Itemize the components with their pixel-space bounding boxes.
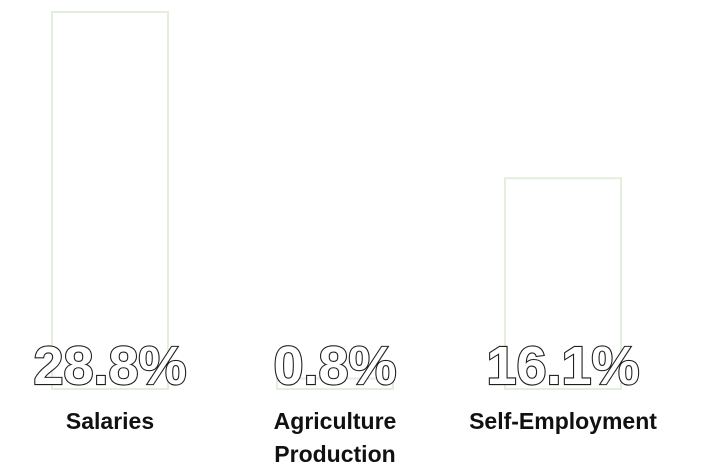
bar-0 bbox=[51, 11, 169, 390]
bar-2 bbox=[504, 177, 622, 390]
category-label-1-line-0: Agriculture bbox=[274, 408, 397, 434]
category-label-1-line-1: Production bbox=[274, 441, 395, 466]
category-label-2: Self-Employment bbox=[469, 408, 657, 434]
value-label-1: 0.8% bbox=[273, 336, 396, 396]
bar-1 bbox=[276, 377, 394, 390]
category-label-0: Salaries bbox=[66, 408, 154, 434]
value-label-0: 28.8% bbox=[33, 336, 186, 396]
value-label-2: 16.1% bbox=[486, 336, 639, 396]
